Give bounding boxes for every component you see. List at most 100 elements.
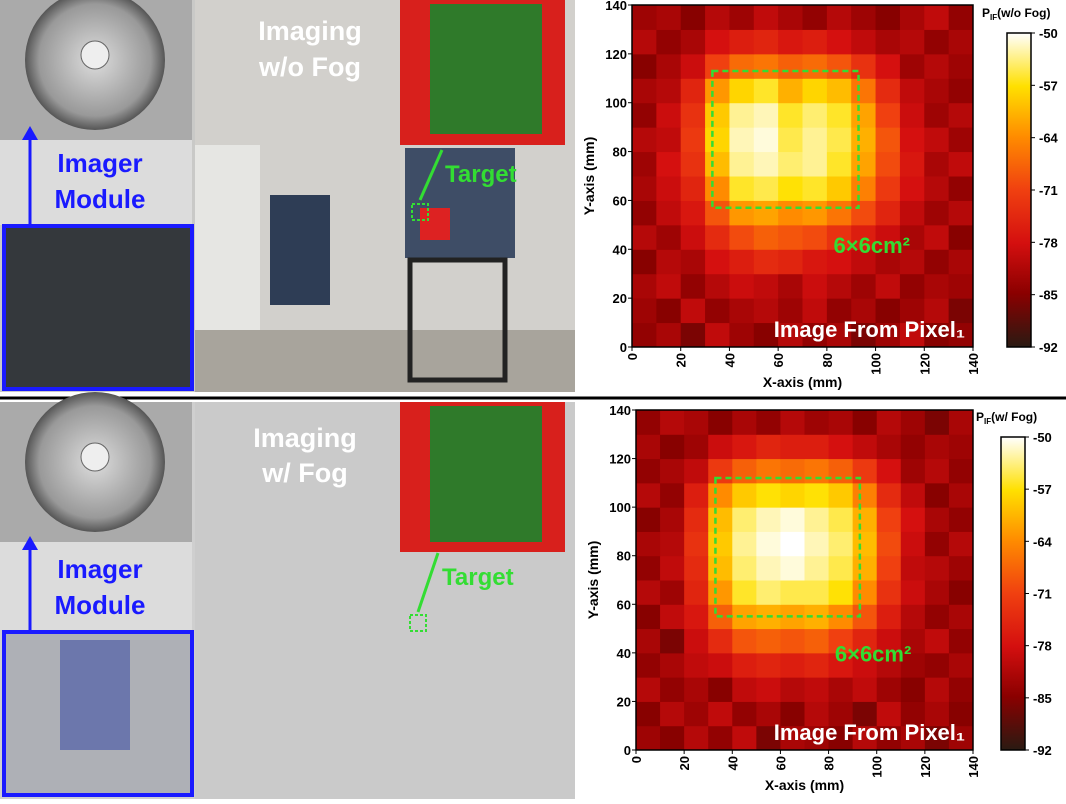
heatmap-cell	[900, 103, 925, 128]
heatmap-cell	[632, 323, 657, 348]
colorbar-tick-label: -92	[1039, 340, 1058, 355]
heatmap-cell	[901, 580, 926, 605]
heatmap-cell	[829, 459, 854, 484]
heatmap-cell	[778, 200, 803, 225]
heatmap-cell	[805, 459, 830, 484]
heatmap-cell	[632, 298, 657, 323]
heatmap-cell	[705, 127, 730, 152]
heatmap-cell	[754, 103, 779, 128]
photo-title: w/ Fog	[261, 458, 347, 488]
heatmap-cell	[949, 483, 974, 508]
module-label: Module	[55, 590, 146, 620]
heatmap-cell	[778, 78, 803, 103]
y-tick-label: 20	[617, 694, 631, 709]
heatmap-cell	[705, 5, 730, 30]
heatmap-cell	[754, 249, 779, 274]
heatmap-cell	[632, 127, 657, 152]
colorbar-tick-label: -85	[1033, 691, 1052, 706]
x-tick-label: 120	[917, 353, 932, 375]
heatmap-cell	[876, 127, 901, 152]
heatmap-cell	[900, 274, 925, 299]
heatmap-cell	[754, 200, 779, 225]
y-tick-label: 140	[605, 0, 627, 13]
photo-title: Imaging	[258, 16, 362, 46]
heatmap-cell	[877, 459, 902, 484]
heatmap-cell	[681, 29, 706, 54]
heatmap-cell	[756, 653, 781, 678]
heatmap-cell	[708, 629, 733, 654]
heatmap-cell	[705, 103, 730, 128]
heatmap-cell	[803, 127, 828, 152]
heatmap-cell	[851, 274, 876, 299]
heatmap-cell	[705, 249, 730, 274]
heatmap-cell	[901, 434, 926, 459]
heatmap-cell	[681, 274, 706, 299]
heatmap-cell	[803, 274, 828, 299]
heatmap-cell	[708, 726, 733, 751]
heatmap-cell	[901, 677, 926, 702]
heatmap-cell	[853, 434, 878, 459]
heatmap-cell	[780, 629, 805, 654]
heatmap-cell	[656, 103, 681, 128]
heatmap-cell	[876, 200, 901, 225]
heatmap-cell	[949, 434, 974, 459]
heatmap-cell	[636, 726, 661, 751]
heatmap-cell	[949, 78, 974, 103]
heatmap-cell	[827, 54, 852, 79]
heatmap-cell	[803, 5, 828, 30]
colorbar-tick-label: -92	[1033, 743, 1052, 758]
heatmap-cell	[732, 483, 757, 508]
heatmap-cell	[708, 556, 733, 581]
y-tick-label: 60	[613, 193, 627, 208]
heatmap-cell	[684, 507, 709, 532]
heatmap-cell	[684, 604, 709, 629]
heatmap-cell	[853, 604, 878, 629]
heatmap-cell	[660, 531, 685, 556]
y-tick-label: 40	[617, 646, 631, 661]
heatmap-cell	[636, 556, 661, 581]
colorbar	[1007, 33, 1031, 347]
heatmap-cell	[754, 225, 779, 250]
heatmap-cell	[636, 653, 661, 678]
heatmap-cell	[732, 726, 757, 751]
y-tick-label: 120	[609, 452, 631, 467]
x-tick-label: 100	[869, 353, 884, 375]
heatmap-cell	[877, 507, 902, 532]
heatmap-cell	[851, 103, 876, 128]
heatmap-cell	[681, 152, 706, 177]
y-tick-label: 80	[617, 549, 631, 564]
colorbar-label-part: (w/ Fog)	[991, 410, 1037, 424]
heatmap-cell	[949, 54, 974, 79]
heatmap-cell	[684, 580, 709, 605]
heatmap-cell	[756, 507, 781, 532]
heatmap-cell	[756, 580, 781, 605]
x-tick-label: 60	[773, 756, 788, 770]
heatmap-cell	[681, 54, 706, 79]
heatmap-cell	[780, 653, 805, 678]
heatmap-cell	[780, 507, 805, 532]
heatmap-cell	[949, 507, 974, 532]
heatmap-cell	[681, 103, 706, 128]
heatmap-cell	[684, 677, 709, 702]
heatmap-cell	[877, 531, 902, 556]
heatmap-cell	[803, 152, 828, 177]
heatmap-cell	[705, 54, 730, 79]
heatmap-cell	[632, 103, 657, 128]
y-tick-label: 0	[620, 340, 627, 355]
heatmap-cell	[705, 200, 730, 225]
heatmap-cell	[851, 200, 876, 225]
heatmap-cell	[632, 176, 657, 201]
heatmap-cell	[660, 556, 685, 581]
heatmap-cell	[656, 127, 681, 152]
colorbar-label-part: P	[982, 6, 990, 20]
heatmap-cell	[829, 531, 854, 556]
heatmap-cell	[656, 152, 681, 177]
heatmap-cell	[660, 483, 685, 508]
heatmap-cell	[780, 580, 805, 605]
heatmap-cell	[851, 5, 876, 30]
heatmap-cell	[681, 225, 706, 250]
heatmap-cell	[636, 629, 661, 654]
target-label: Target	[445, 161, 517, 188]
heatmap-cell	[780, 677, 805, 702]
heatmap-cell	[829, 410, 854, 435]
